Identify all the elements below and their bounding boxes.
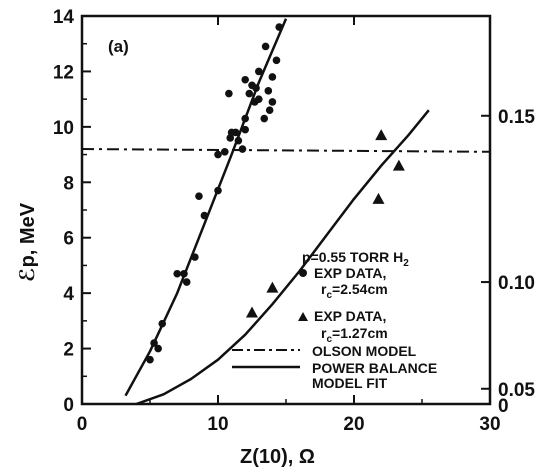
y-tick-label: 6 [63,229,74,250]
y-tick-label: 2 [63,340,74,361]
data-point-circle [195,192,203,200]
legend-olson-label: OLSON MODEL [312,343,417,359]
legend-power-label-2: MODEL FIT [312,375,388,391]
right-tick-label: 0.10 [498,273,535,294]
legend-power-label: POWER BALANCE [312,360,437,376]
data-point-circle [180,269,188,278]
data-point-circle [241,75,249,84]
x-tick-label: 30 [479,414,500,435]
data-point-circle [214,150,222,159]
legend-circle-radius: rc=2.54cm [321,281,388,301]
data-point-triangle [375,129,388,141]
legend-triangle-marker [298,312,308,321]
right-tick-label: 0.15 [498,107,535,128]
data-point-circle [254,95,263,103]
panel-label: (a) [108,37,129,56]
x-tick-label: 20 [343,414,364,435]
data-point-circle [264,87,273,95]
legend-triangle-label: EXP DATA, [314,308,386,324]
data-point-circle [268,98,277,106]
data-point-circle [241,114,249,123]
data-point-circle [150,339,158,347]
data-point-circle [238,145,247,153]
data-point-circle [154,344,162,353]
y-tick-label: 4 [63,284,74,305]
y-tick-label: 10 [53,118,74,139]
data-point-circle [158,319,167,328]
data-points [146,23,405,364]
data-point-triangle [392,159,405,171]
data-point-circle [214,186,222,195]
y-tick-label: 0 [63,395,74,416]
y-tick-label: 14 [53,7,75,28]
data-point-circle [265,106,274,115]
data-point-circle [252,84,260,92]
data-point-circle [275,23,284,31]
right-tick-label-zero: 0 [498,396,509,417]
legend-triangle-radius: rc=1.27cm [321,325,388,345]
data-point-circle [272,56,281,65]
legend-header: p=0.55 TORR H2 [302,249,409,269]
x-axis-label: Z(10), Ω [240,446,315,468]
data-point-circle [254,67,263,76]
data-point-circle [261,42,270,51]
legend-circle-marker [299,269,307,277]
data-point-circle [241,125,249,134]
olson-model-line [81,148,491,153]
data-point-circle [173,269,181,278]
legend-circle-label: EXP DATA, [314,265,386,281]
data-point-circle [191,253,199,261]
y-tick-label: 12 [53,62,74,83]
x-tick-label: 10 [207,414,228,435]
right-tick-label: 0.05 [498,380,535,401]
legend: p=0.55 TORR H2 EXP DATA, rc=2.54cm EXP D… [232,249,437,391]
data-point-circle [234,136,243,145]
data-point-triangle [372,192,385,204]
power-balance-fit-curve-1.27cm [135,109,430,406]
y-axis-label: ℰp, MeV [17,202,39,282]
data-point-triangle [266,281,279,293]
x-tick-label: 0 [77,414,88,435]
plot-frame [80,14,492,406]
data-point-circle [225,89,233,98]
y-tick-label: 8 [63,173,74,194]
data-point-circle [182,278,191,286]
data-point-circle [231,128,240,137]
data-point-triangle [246,306,258,318]
data-point-circle [221,148,229,156]
data-point-circle [146,355,154,364]
model-curves [81,18,491,406]
power-balance-fit-curve-2.54cm [124,18,288,397]
data-point-circle [245,89,254,98]
data-point-circle [268,73,277,81]
data-point-circle [260,114,269,123]
data-point-circle [200,211,209,220]
